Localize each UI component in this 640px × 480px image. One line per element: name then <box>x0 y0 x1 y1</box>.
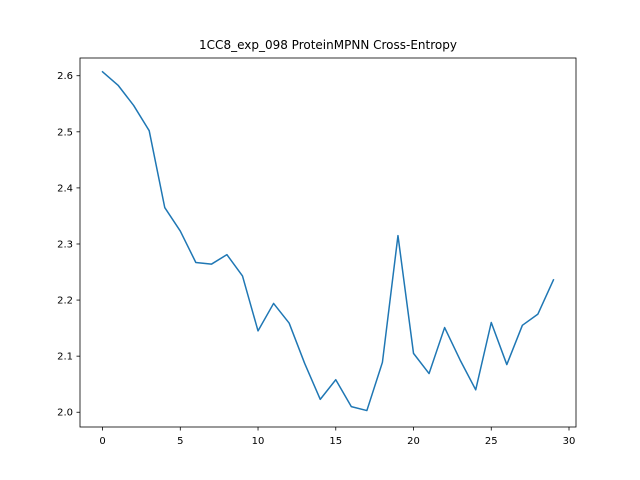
y-tick-label: 2.4 <box>57 183 73 194</box>
x-tick-label: 10 <box>252 436 265 447</box>
x-tick-label: 20 <box>407 436 420 447</box>
y-tick-label: 2.1 <box>57 352 73 363</box>
y-tick-label: 2.2 <box>57 296 73 307</box>
y-tick-label: 2.5 <box>57 127 73 138</box>
y-tick-label: 2.0 <box>57 408 73 419</box>
plot-frame <box>79 57 577 428</box>
y-tick-label: 2.3 <box>57 239 73 250</box>
y-tick-label: 2.6 <box>57 71 73 82</box>
series-line <box>101 70 555 412</box>
x-tick-label: 25 <box>485 436 498 447</box>
x-tick-label: 5 <box>177 436 183 447</box>
x-tick-label: 15 <box>329 436 342 447</box>
x-tick-label: 30 <box>563 436 576 447</box>
chart-title: 1CC8_exp_098 ProteinMPNN Cross-Entropy <box>199 38 457 52</box>
x-tick-label: 0 <box>99 436 105 447</box>
